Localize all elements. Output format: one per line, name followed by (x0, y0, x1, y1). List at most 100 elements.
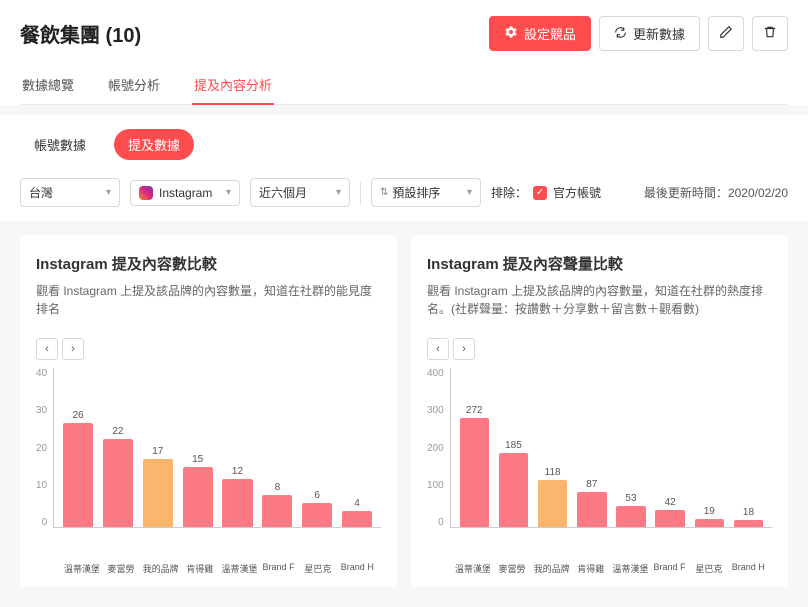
refresh-label: 更新數據 (633, 24, 685, 43)
card-subtitle: 觀看 Instagram 上提及該品牌的內容數量，知道在社群的熱度排名。(社群聲… (427, 282, 772, 318)
exclude-filter: 排除： ✓ 官方帳號 (491, 184, 601, 201)
mentions-volume-chart: 4003002001000 272 185 118 87 53 42 19 18 (427, 368, 772, 558)
bar-value-label: 6 (314, 490, 320, 501)
set-competitor-label: 設定競品 (524, 24, 576, 43)
x-label: 溫蒂漢堡 (222, 562, 257, 575)
bar: 87 (574, 479, 609, 527)
last-updated: 最後更新時間：2020/02/20 (644, 184, 788, 201)
refresh-button[interactable]: 更新數據 (599, 16, 700, 51)
bar-value-label: 87 (586, 479, 597, 490)
gear-icon (504, 25, 518, 42)
exclude-official-checkbox[interactable]: ✓ (533, 186, 547, 200)
plot-area: 272 185 118 87 53 42 19 18 (450, 368, 772, 528)
bar: 118 (535, 467, 570, 527)
region-select[interactable]: 台灣 ▾ (20, 178, 120, 207)
bar-value-label: 185 (505, 440, 522, 451)
bar-value-label: 118 (545, 467, 561, 478)
x-label: 我的品牌 (534, 562, 569, 575)
set-competitor-button[interactable]: 設定競品 (489, 16, 591, 51)
x-label: 溫蒂漢堡 (64, 562, 99, 575)
bar: 26 (60, 410, 96, 527)
bar-value-label: 8 (275, 482, 281, 493)
bar: 185 (496, 440, 531, 527)
tab-0[interactable]: 數據總覽 (20, 65, 76, 104)
bar-value-label: 4 (354, 498, 360, 509)
bar: 42 (653, 497, 688, 527)
x-label: 肯得雞 (182, 562, 217, 575)
tab-2[interactable]: 提及內容分析 (192, 65, 274, 104)
main-tabs: 數據總覽帳號分析提及內容分析 (20, 65, 788, 105)
page-title: 餐飲集團 (10) (20, 19, 141, 48)
bar: 19 (692, 506, 727, 527)
sort-icon: ⇅ (380, 187, 388, 198)
chevron-down-icon: ▾ (106, 187, 111, 198)
bar: 17 (140, 446, 176, 527)
x-label: Brand F (652, 562, 687, 575)
bar: 15 (180, 454, 216, 527)
prev-button[interactable]: ‹ (427, 338, 449, 360)
plot-area: 26 22 17 15 12 8 6 4 (53, 368, 381, 528)
bar-value-label: 18 (743, 507, 754, 518)
sub-tabs: 帳號數據提及數據 (20, 129, 788, 160)
tab-1[interactable]: 帳號分析 (106, 65, 162, 104)
y-axis: 4003002001000 (427, 368, 450, 528)
x-label: 麥當勞 (103, 562, 138, 575)
delete-button[interactable] (752, 16, 788, 51)
subtab-1[interactable]: 提及數據 (114, 129, 194, 160)
period-select[interactable]: 近六個月 ▾ (250, 178, 350, 207)
platform-select[interactable]: Instagram ▾ (130, 180, 240, 206)
chevron-down-icon: ▾ (467, 187, 472, 198)
subtab-0[interactable]: 帳號數據 (20, 129, 100, 160)
y-axis: 403020100 (36, 368, 53, 528)
period-value: 近六個月 (259, 184, 307, 201)
bar-value-label: 15 (192, 454, 203, 465)
bar-value-label: 22 (112, 426, 123, 437)
mentions-volume-card: Instagram 提及內容聲量比較 觀看 Instagram 上提及該品牌的內… (411, 235, 788, 587)
x-label: 我的品牌 (143, 562, 178, 575)
exclude-official-label: 官方帳號 (553, 184, 601, 201)
bar: 12 (220, 466, 256, 527)
x-label: 星巴克 (691, 562, 726, 575)
mentions-count-card: Instagram 提及內容數比較 觀看 Instagram 上提及該品牌的內容… (20, 235, 397, 587)
card-subtitle: 觀看 Instagram 上提及該品牌的內容數量，知道在社群的能見度排名 (36, 282, 381, 318)
next-button[interactable]: › (453, 338, 475, 360)
x-label: Brand H (731, 562, 766, 575)
x-label: 星巴克 (300, 562, 335, 575)
card-title: Instagram 提及內容聲量比較 (427, 253, 772, 274)
bar: 53 (613, 493, 648, 527)
chevron-down-icon: ▾ (336, 187, 341, 198)
trash-icon (763, 25, 777, 42)
x-label: 溫蒂漢堡 (455, 562, 490, 575)
next-button[interactable]: › (62, 338, 84, 360)
bar: 6 (299, 490, 335, 527)
x-label: 肯得雞 (573, 562, 608, 575)
x-label: 溫蒂漢堡 (613, 562, 648, 575)
sort-value: 預設排序 (392, 184, 440, 201)
title-actions: 設定競品 更新數據 (489, 16, 788, 51)
x-label: Brand F (261, 562, 296, 575)
edit-button[interactable] (708, 16, 744, 51)
mentions-count-chart: 403020100 26 22 17 15 12 8 6 4 (36, 368, 381, 558)
bar: 22 (100, 426, 136, 527)
bar-value-label: 53 (625, 493, 636, 504)
prev-button[interactable]: ‹ (36, 338, 58, 360)
bar-value-label: 12 (232, 466, 243, 477)
bar: 8 (259, 482, 295, 527)
chart-pager: ‹ › (36, 338, 381, 360)
bar-value-label: 42 (665, 497, 676, 508)
x-axis: 溫蒂漢堡麥當勞我的品牌肯得雞溫蒂漢堡Brand F星巴克Brand H (449, 558, 772, 575)
sort-select[interactable]: ⇅ 預設排序 ▾ (371, 178, 481, 207)
platform-value: Instagram (159, 186, 212, 200)
card-title: Instagram 提及內容數比較 (36, 253, 381, 274)
bar: 272 (457, 405, 492, 527)
chevron-down-icon: ▾ (226, 187, 231, 198)
divider (360, 182, 361, 204)
instagram-icon (139, 186, 153, 200)
bar: 18 (731, 507, 766, 527)
refresh-icon (614, 26, 627, 42)
x-label: Brand H (340, 562, 375, 575)
bar-value-label: 26 (72, 410, 83, 421)
pencil-icon (719, 25, 733, 42)
exclude-label: 排除： (491, 184, 527, 201)
x-axis: 溫蒂漢堡麥當勞我的品牌肯得雞溫蒂漢堡Brand F星巴克Brand H (58, 558, 381, 575)
